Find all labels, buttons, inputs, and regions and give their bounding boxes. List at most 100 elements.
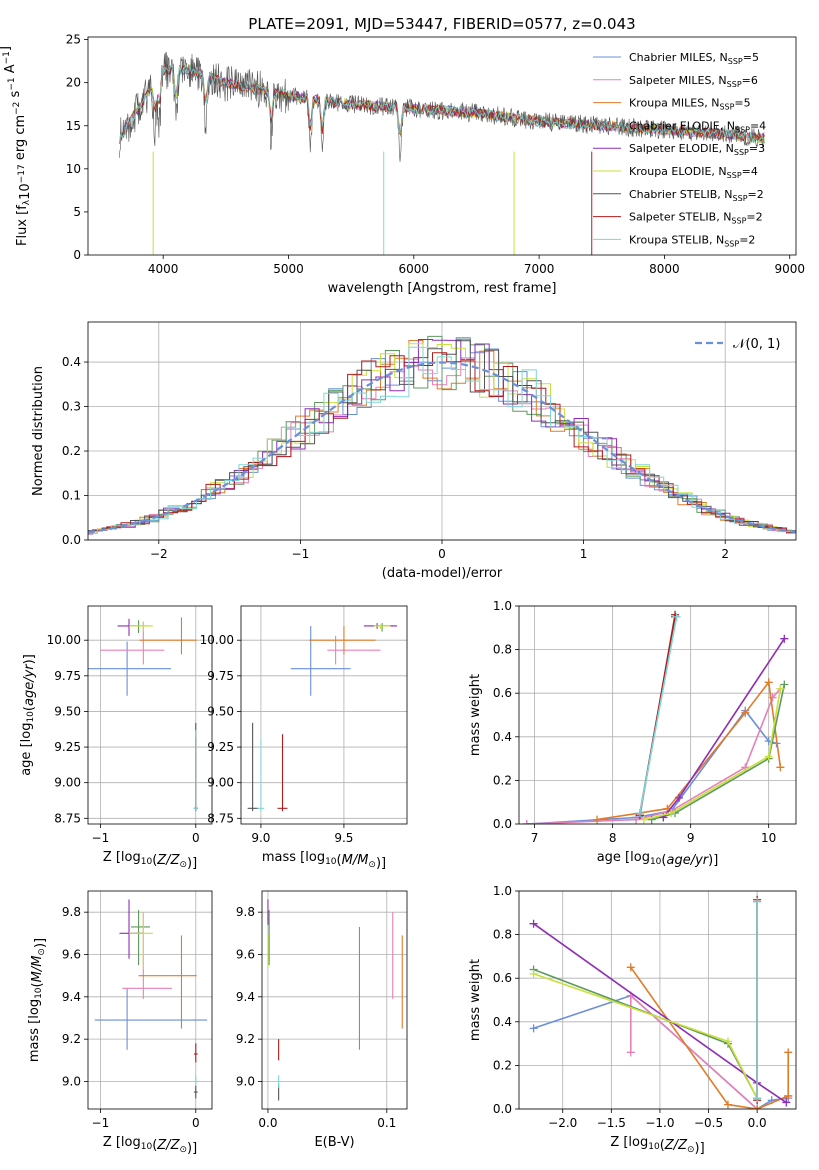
plot-area (88, 335, 796, 535)
axes-frame (240, 605, 408, 825)
x-tick-label: −1.5 (597, 1116, 626, 1130)
x-axis-label-part: ⊙ (179, 1145, 187, 1155)
massweight-marker (639, 815, 648, 824)
y-tick-label: 10 (66, 162, 81, 176)
massweight-line (630, 966, 789, 1109)
y-axis-label-part: Flux [f (15, 205, 30, 246)
massweight-marker (632, 815, 641, 824)
legend-sub: SSP (734, 148, 749, 157)
massweight-line (533, 994, 789, 1109)
massweight-marker (764, 752, 773, 761)
y-axis-label: Flux [fλ10−17 erg cm−2 s−1 A−1] (0, 46, 33, 246)
x-tick-label: 0.0 (258, 1116, 277, 1130)
x-axis-label-part: )] (708, 853, 718, 868)
plot-area (118, 52, 765, 255)
plot-area (529, 895, 793, 1109)
legend-text: Salpeter STELIB, N (629, 211, 731, 224)
massweight-marker (529, 969, 538, 978)
massweight-marker (723, 1037, 732, 1046)
x-axis-label: wavelength [Angstrom, rest frame] (328, 281, 557, 296)
legend-suffix: =2 (739, 233, 755, 246)
y-tick-label: 0.8 (493, 928, 512, 942)
panel-residuals: −2 −1 0 1 2 0.0 0.1 0.2 0.3 0.4 (data-model)/error… (31, 321, 797, 581)
x-tick-label: 0.0 (748, 1116, 767, 1130)
residual-histogram (88, 340, 796, 535)
y-tick-label: 9.4 (62, 990, 81, 1004)
x-tick-label: 0 (192, 1116, 200, 1130)
axes-frame (87, 36, 797, 256)
massweight-marker (667, 809, 676, 818)
y-axis-label: Normed distribution (31, 366, 46, 496)
y-tick-label: 9.0 (236, 1074, 255, 1088)
axes-frame (87, 605, 213, 825)
y-axis-label-part: ( (30, 982, 45, 987)
y-tick-label: 9.4 (236, 990, 255, 1004)
massweight-marker (741, 708, 750, 717)
x-axis-label-part: Z/Z (156, 1138, 180, 1153)
massweight-marker (768, 693, 777, 702)
legend-sub: SSP (727, 171, 742, 180)
y-axis-label-part: 10 (18, 183, 33, 200)
y-axis-label-part: Normed distribution (31, 366, 46, 496)
massweight-marker (672, 612, 681, 621)
massweight-marker (522, 820, 531, 824)
legend-entry: Salpeter MILES, NSSP=6 (629, 74, 758, 89)
spectrum-line (119, 52, 765, 162)
axes-frame (518, 605, 797, 825)
y-tick-label: 0.0 (493, 1102, 512, 1116)
y-axis-label-part: ] (0, 46, 13, 51)
massweight-marker (776, 763, 785, 772)
legend-suffix: =5 (734, 97, 750, 110)
x-axis-label: Z [log10(Z/Z⊙)] (103, 1135, 197, 1156)
y-tick-label: 9.50 (54, 704, 81, 718)
axes-frame (518, 890, 797, 1110)
y-axis-label: mass [log10(M/M⊙)] (27, 938, 48, 1062)
x-tick-label: 5000 (273, 262, 304, 276)
y-tick-label: 0.1 (62, 489, 81, 503)
massweight-marker (782, 1098, 791, 1107)
y-tick-label: 0.4 (493, 730, 512, 744)
legend-suffix: =5 (743, 51, 759, 64)
x-tick-label: −1 (292, 547, 310, 561)
legend-text: Salpeter ELODIE, N (629, 142, 734, 155)
y-tick-label: 9.2 (236, 1032, 255, 1046)
massweight-marker (753, 1105, 762, 1109)
massweight-marker (764, 678, 773, 687)
y-tick-label: 9.2 (62, 1032, 81, 1046)
massweight-line (643, 688, 782, 821)
x-axis-label-part: )] (187, 856, 197, 871)
legend-suffix: =2 (746, 211, 762, 224)
gridlines (241, 606, 407, 824)
massweight-marker (753, 897, 762, 906)
massweight-marker (529, 1024, 538, 1033)
y-axis-label-part: age [log (19, 723, 34, 776)
massweight-marker (780, 680, 789, 689)
plot-area (247, 623, 398, 812)
x-axis-label-part: 10 (141, 1142, 153, 1152)
gridlines (88, 606, 212, 824)
plot-area (94, 899, 208, 1099)
legend-sub: SSP (724, 239, 739, 248)
y-tick-label: 0.6 (493, 971, 512, 985)
x-tick-label: −1 (92, 1116, 110, 1130)
y-tick-label: 0.2 (493, 1058, 512, 1072)
x-axis-label-part: wavelength [Angstrom, rest frame] (328, 281, 557, 296)
legend-text: Salpeter MILES, N (629, 74, 727, 87)
x-axis-label-part: 10 (648, 1142, 660, 1152)
x-tick-label: −1.0 (645, 1116, 674, 1130)
y-axis-label-part: mass [log (27, 999, 42, 1062)
x-axis-label-part: M/M (342, 853, 369, 868)
y-tick-label: 0.2 (62, 444, 81, 458)
massweight-marker (674, 793, 683, 802)
y-axis-label-part: )] (33, 938, 48, 948)
x-axis-label-part: Z/Z (156, 853, 180, 868)
y-axis-label-part: λ (22, 199, 32, 205)
legend-text: Kroupa STELIB, N (629, 233, 724, 246)
y-tick-label: 9.8 (236, 905, 255, 919)
x-axis-label-part: 10 (650, 857, 662, 867)
legend-sub: SSP (728, 57, 743, 66)
massweight-line (526, 688, 781, 824)
x-tick-label: 7 (531, 831, 539, 845)
